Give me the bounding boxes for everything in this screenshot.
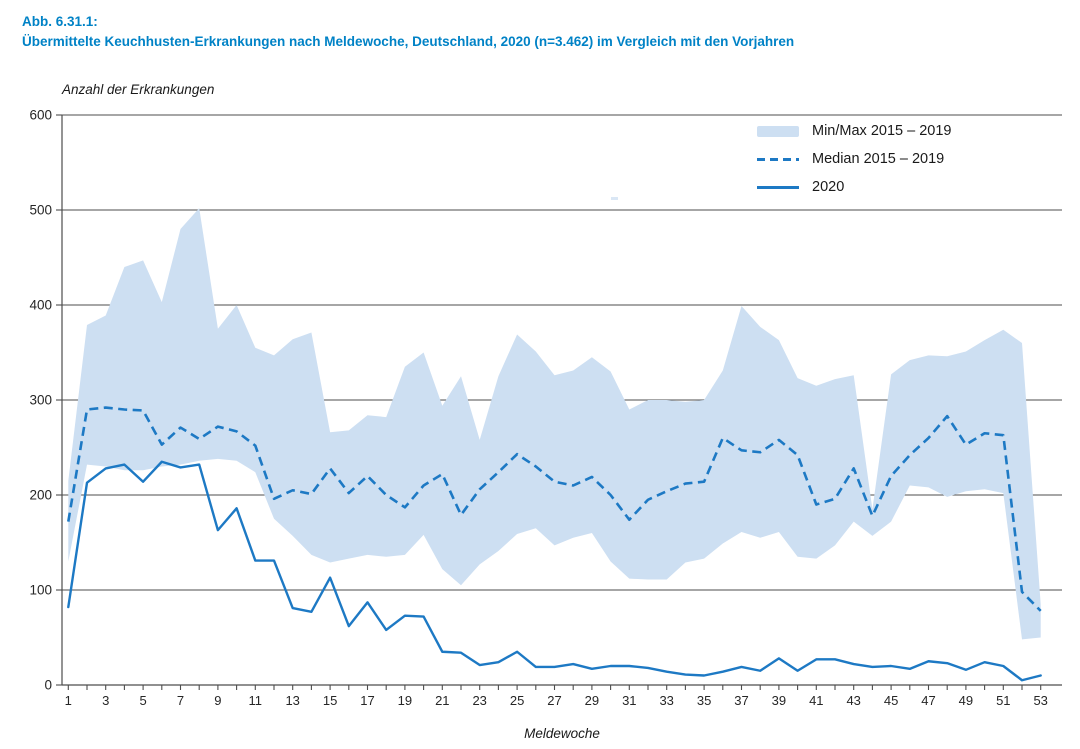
x-tick-label: 15 — [323, 693, 337, 708]
figure-caption: Übermittelte Keuchhusten-Erkrankungen na… — [22, 34, 795, 49]
x-tick-label: 3 — [102, 693, 109, 708]
legend-label: Min/Max 2015 – 2019 — [812, 123, 952, 139]
y-tick-label: 100 — [29, 583, 52, 598]
minmax-band — [68, 208, 1041, 640]
x-tick-label: 45 — [884, 693, 898, 708]
x-tick-label: 39 — [772, 693, 786, 708]
chart-legend: Min/Max 2015 – 2019 Median 2015 – 2019 2… — [757, 117, 951, 201]
legend-label: 2020 — [812, 179, 845, 195]
y-tick-label: 300 — [29, 393, 52, 408]
legend-item-minmax: Min/Max 2015 – 2019 — [757, 117, 951, 145]
legend-label: Median 2015 – 2019 — [812, 151, 945, 167]
x-tick-label: 1 — [65, 693, 72, 708]
median-line — [67, 406, 1042, 612]
x-tick-label: 5 — [139, 693, 146, 708]
legend-item-median: Median 2015 – 2019 — [757, 145, 951, 173]
median-line-swatch — [757, 157, 799, 161]
y-axis-title: Anzahl der Erkrankungen — [62, 82, 215, 97]
y-tick-label: 0 — [44, 678, 52, 693]
x-tick-label: 43 — [846, 693, 860, 708]
x-tick-label: 17 — [360, 693, 374, 708]
y-tick-label: 200 — [29, 488, 52, 503]
y-tick-label: 400 — [29, 298, 52, 313]
x-tick-label: 9 — [214, 693, 221, 708]
x-tick-label: 53 — [1033, 693, 1047, 708]
x-tick-label: 11 — [249, 693, 263, 708]
figure-title: Abb. 6.31.1: Übermittelte Keuchhusten-Er… — [22, 12, 794, 52]
x-tick-label: 13 — [285, 693, 299, 708]
x-tick-label: 41 — [809, 693, 823, 708]
minmax-band-swatch — [757, 125, 799, 137]
y-tick-label: 600 — [29, 108, 52, 123]
x-tick-label: 21 — [435, 693, 449, 708]
figure-number: Abb. 6.31.1: — [22, 14, 98, 29]
y-tick-label: 500 — [29, 203, 52, 218]
x-tick-label: 47 — [921, 693, 935, 708]
stray-band-fragment — [611, 197, 618, 200]
x-axis-title: Meldewoche — [524, 726, 600, 741]
x-tick-label: 37 — [734, 693, 748, 708]
x-tick-label: 27 — [547, 693, 561, 708]
x-tick-label: 29 — [585, 693, 599, 708]
x-tick-label: 19 — [398, 693, 412, 708]
x-tick-label: 35 — [697, 693, 711, 708]
x-tick-label: 25 — [510, 693, 524, 708]
x-tick-label: 33 — [659, 693, 673, 708]
legend-item-2020: 2020 — [757, 173, 951, 201]
x-tick-label: 31 — [622, 693, 636, 708]
line-2020-swatch — [757, 185, 799, 189]
x-tick-label: 23 — [472, 693, 486, 708]
x-tick-label: 7 — [177, 693, 184, 708]
line-2020 — [67, 460, 1042, 682]
x-tick-label: 51 — [996, 693, 1010, 708]
x-tick-label: 49 — [959, 693, 973, 708]
